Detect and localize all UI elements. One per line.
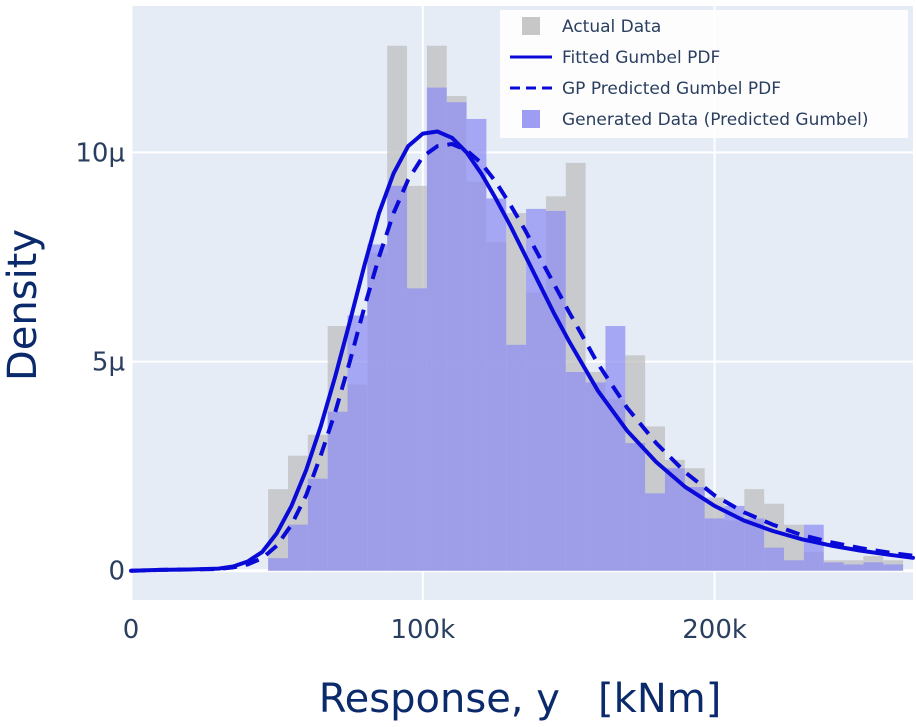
gp-predicted-pdf-line [130,142,914,573]
histogram-bar-generated [426,87,447,571]
legend[interactable]: Actual Data Fitted Gumbel PDF GP Predicted… [500,10,908,138]
legend-box [500,10,908,138]
x-tick-label: 200k [682,615,747,645]
histogram-bar-generated [565,372,586,571]
x-tick-label: 100k [390,615,455,645]
histogram-bar-generated [327,411,348,571]
histogram-bar-generated [466,118,487,571]
y-tick-label: 5µ [92,348,125,378]
histogram-bar-generated [287,524,308,571]
legend-item[interactable]: Fitted Gumbel PDF [510,48,720,68]
legend-item[interactable]: Generated Data (Predicted Gumbel) [522,110,869,130]
histogram-bar-generated [307,478,328,571]
y-axis-title: Density [0,229,46,381]
histogram-bar-generated [684,487,705,571]
histogram-bar-generated [407,288,427,571]
histogram-bar-generated [803,524,824,571]
legend-swatch [522,17,540,35]
histogram-bar-generated [446,102,467,571]
histogram-bar-generated [585,382,606,571]
histogram-bar-generated [526,208,546,571]
legend-swatch [522,110,540,128]
y-tick-label: 10µ [75,138,125,168]
pdf-lines [129,129,915,573]
histogram-bar-generated [764,547,785,571]
legend-item[interactable]: Actual Data [522,17,661,37]
histogram-bar-generated [823,562,844,571]
histogram-bar-generated [704,518,725,571]
histogram-bar-generated [605,326,626,571]
histogram-bar-generated [367,244,388,571]
legend-label: Generated Data (Predicted Gumbel) [562,110,869,130]
y-tick-label: 0 [108,557,125,587]
histogram-bar-generated [347,315,368,571]
histogram-bar-generated [784,560,804,571]
histogram-bar-generated [863,562,884,571]
histogram-bar-generated [268,558,288,571]
histogram-bar-generated [506,344,527,571]
histogram-bar-generated [645,493,665,571]
histogram-bar-generated [883,564,904,571]
x-axis-title: Response, y [kNm] [319,676,722,722]
histogram-bar-generated [724,505,745,571]
x-tick-label: 0 [123,615,140,645]
histogram-bar-generated [387,185,408,571]
legend-label: Fitted Gumbel PDF [562,48,720,68]
histogram-bar-generated [625,443,646,571]
histogram-bar-generated [664,468,685,571]
legend-label: Actual Data [562,17,661,37]
histogram-bar-generated [486,198,507,571]
tick-labels: 0 5µ 10µ 0 100k 200k [75,138,747,645]
histogram-bar-generated [545,210,566,571]
legend-item[interactable]: GP Predicted Gumbel PDF [510,79,781,99]
histogram-bars [268,45,904,571]
histogram-bar-generated [744,518,765,571]
legend-label: GP Predicted Gumbel PDF [562,79,781,99]
histogram-bar-generated [843,564,864,571]
